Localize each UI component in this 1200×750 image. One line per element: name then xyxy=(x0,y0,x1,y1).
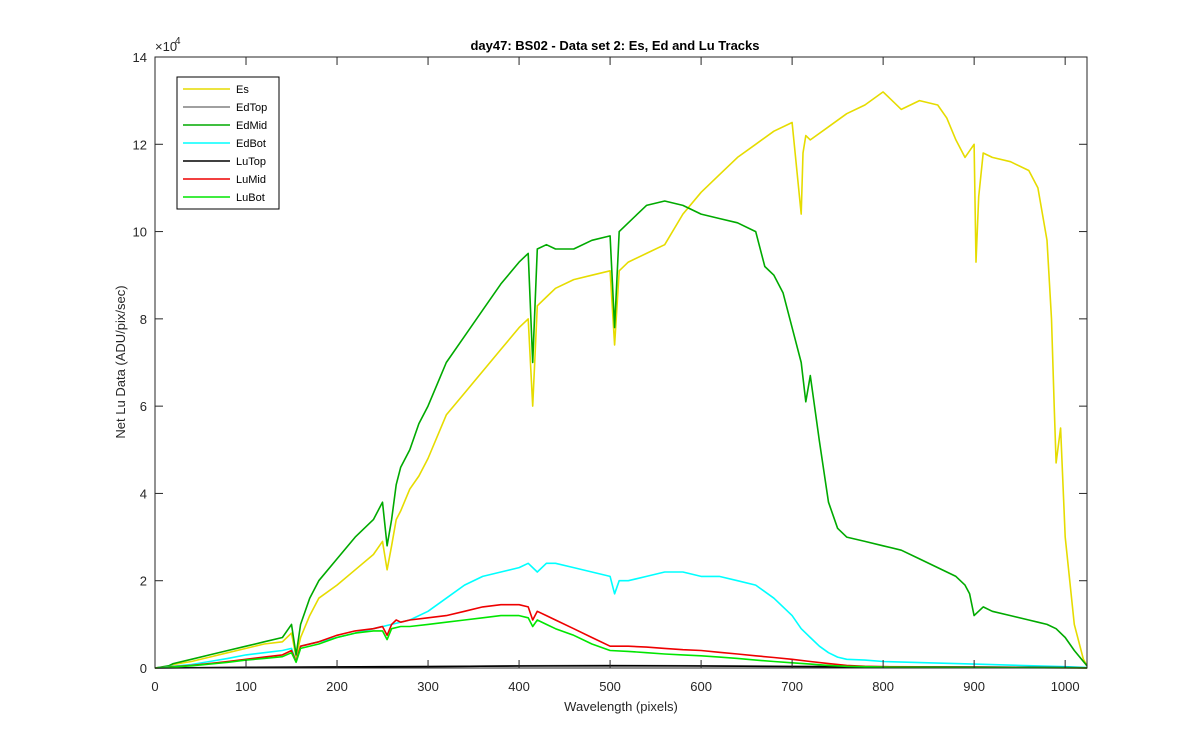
x-tick-label: 500 xyxy=(599,679,621,694)
legend-label-edmid: EdMid xyxy=(236,120,267,132)
y-tick-label: 2 xyxy=(140,574,147,589)
series-line-es xyxy=(154,91,1088,669)
y-exponent: ×10 4 xyxy=(155,36,181,54)
y-tick-label: 4 xyxy=(140,486,147,501)
y-tick-label: 10 xyxy=(133,225,147,240)
legend: Es EdTop EdMid EdBot LuTop LuMid LuBot xyxy=(176,76,280,210)
x-tick-label: 100 xyxy=(235,679,257,694)
chart-title: day47: BS02 - Data set 2: Es, Ed and Lu … xyxy=(470,38,759,53)
legend-label-es: Es xyxy=(236,84,249,96)
legend-label-edtop: EdTop xyxy=(236,102,267,114)
plot-area: 0 100 200 300 400 500 600 700 800 900 1000 0 2 4 6 8 10… xyxy=(133,50,1088,694)
series-line-edmid xyxy=(154,200,1088,669)
x-tick-label: 600 xyxy=(690,679,712,694)
series-group xyxy=(154,91,1088,669)
x-tick-label: 300 xyxy=(417,679,439,694)
y-axis-ticks: 0 2 4 6 8 10 12 14 xyxy=(133,50,1087,676)
x-tick-label: 0 xyxy=(151,679,158,694)
y-axis-label: Net Lu Data (ADU/pix/sec) xyxy=(113,285,128,438)
x-tick-label: 1000 xyxy=(1051,679,1080,694)
legend-label-lumid: LuMid xyxy=(236,174,266,186)
y-exponent-power: 4 xyxy=(175,36,181,47)
y-tick-label: 12 xyxy=(133,137,147,152)
x-tick-label: 400 xyxy=(508,679,530,694)
plot-background xyxy=(155,57,1087,668)
legend-label-lubot: LuBot xyxy=(236,192,265,204)
x-tick-label: 900 xyxy=(963,679,985,694)
x-axis-label: Wavelength (pixels) xyxy=(564,699,678,714)
x-tick-label: 700 xyxy=(781,679,803,694)
series-line-lubot xyxy=(154,614,1088,669)
x-tick-label: 800 xyxy=(872,679,894,694)
y-tick-label: 14 xyxy=(133,50,147,65)
y-tick-label: 6 xyxy=(140,399,147,414)
x-axis-ticks: 0 100 200 300 400 500 600 700 800 900 1000 xyxy=(151,57,1080,694)
y-exponent-base: ×10 xyxy=(155,39,177,54)
y-tick-label: 0 xyxy=(140,661,147,676)
plot-box xyxy=(154,56,1088,669)
legend-label-edbot: EdBot xyxy=(236,138,266,150)
y-tick-label: 8 xyxy=(140,312,147,327)
x-tick-label: 200 xyxy=(326,679,348,694)
legend-label-lutop: LuTop xyxy=(236,156,266,168)
